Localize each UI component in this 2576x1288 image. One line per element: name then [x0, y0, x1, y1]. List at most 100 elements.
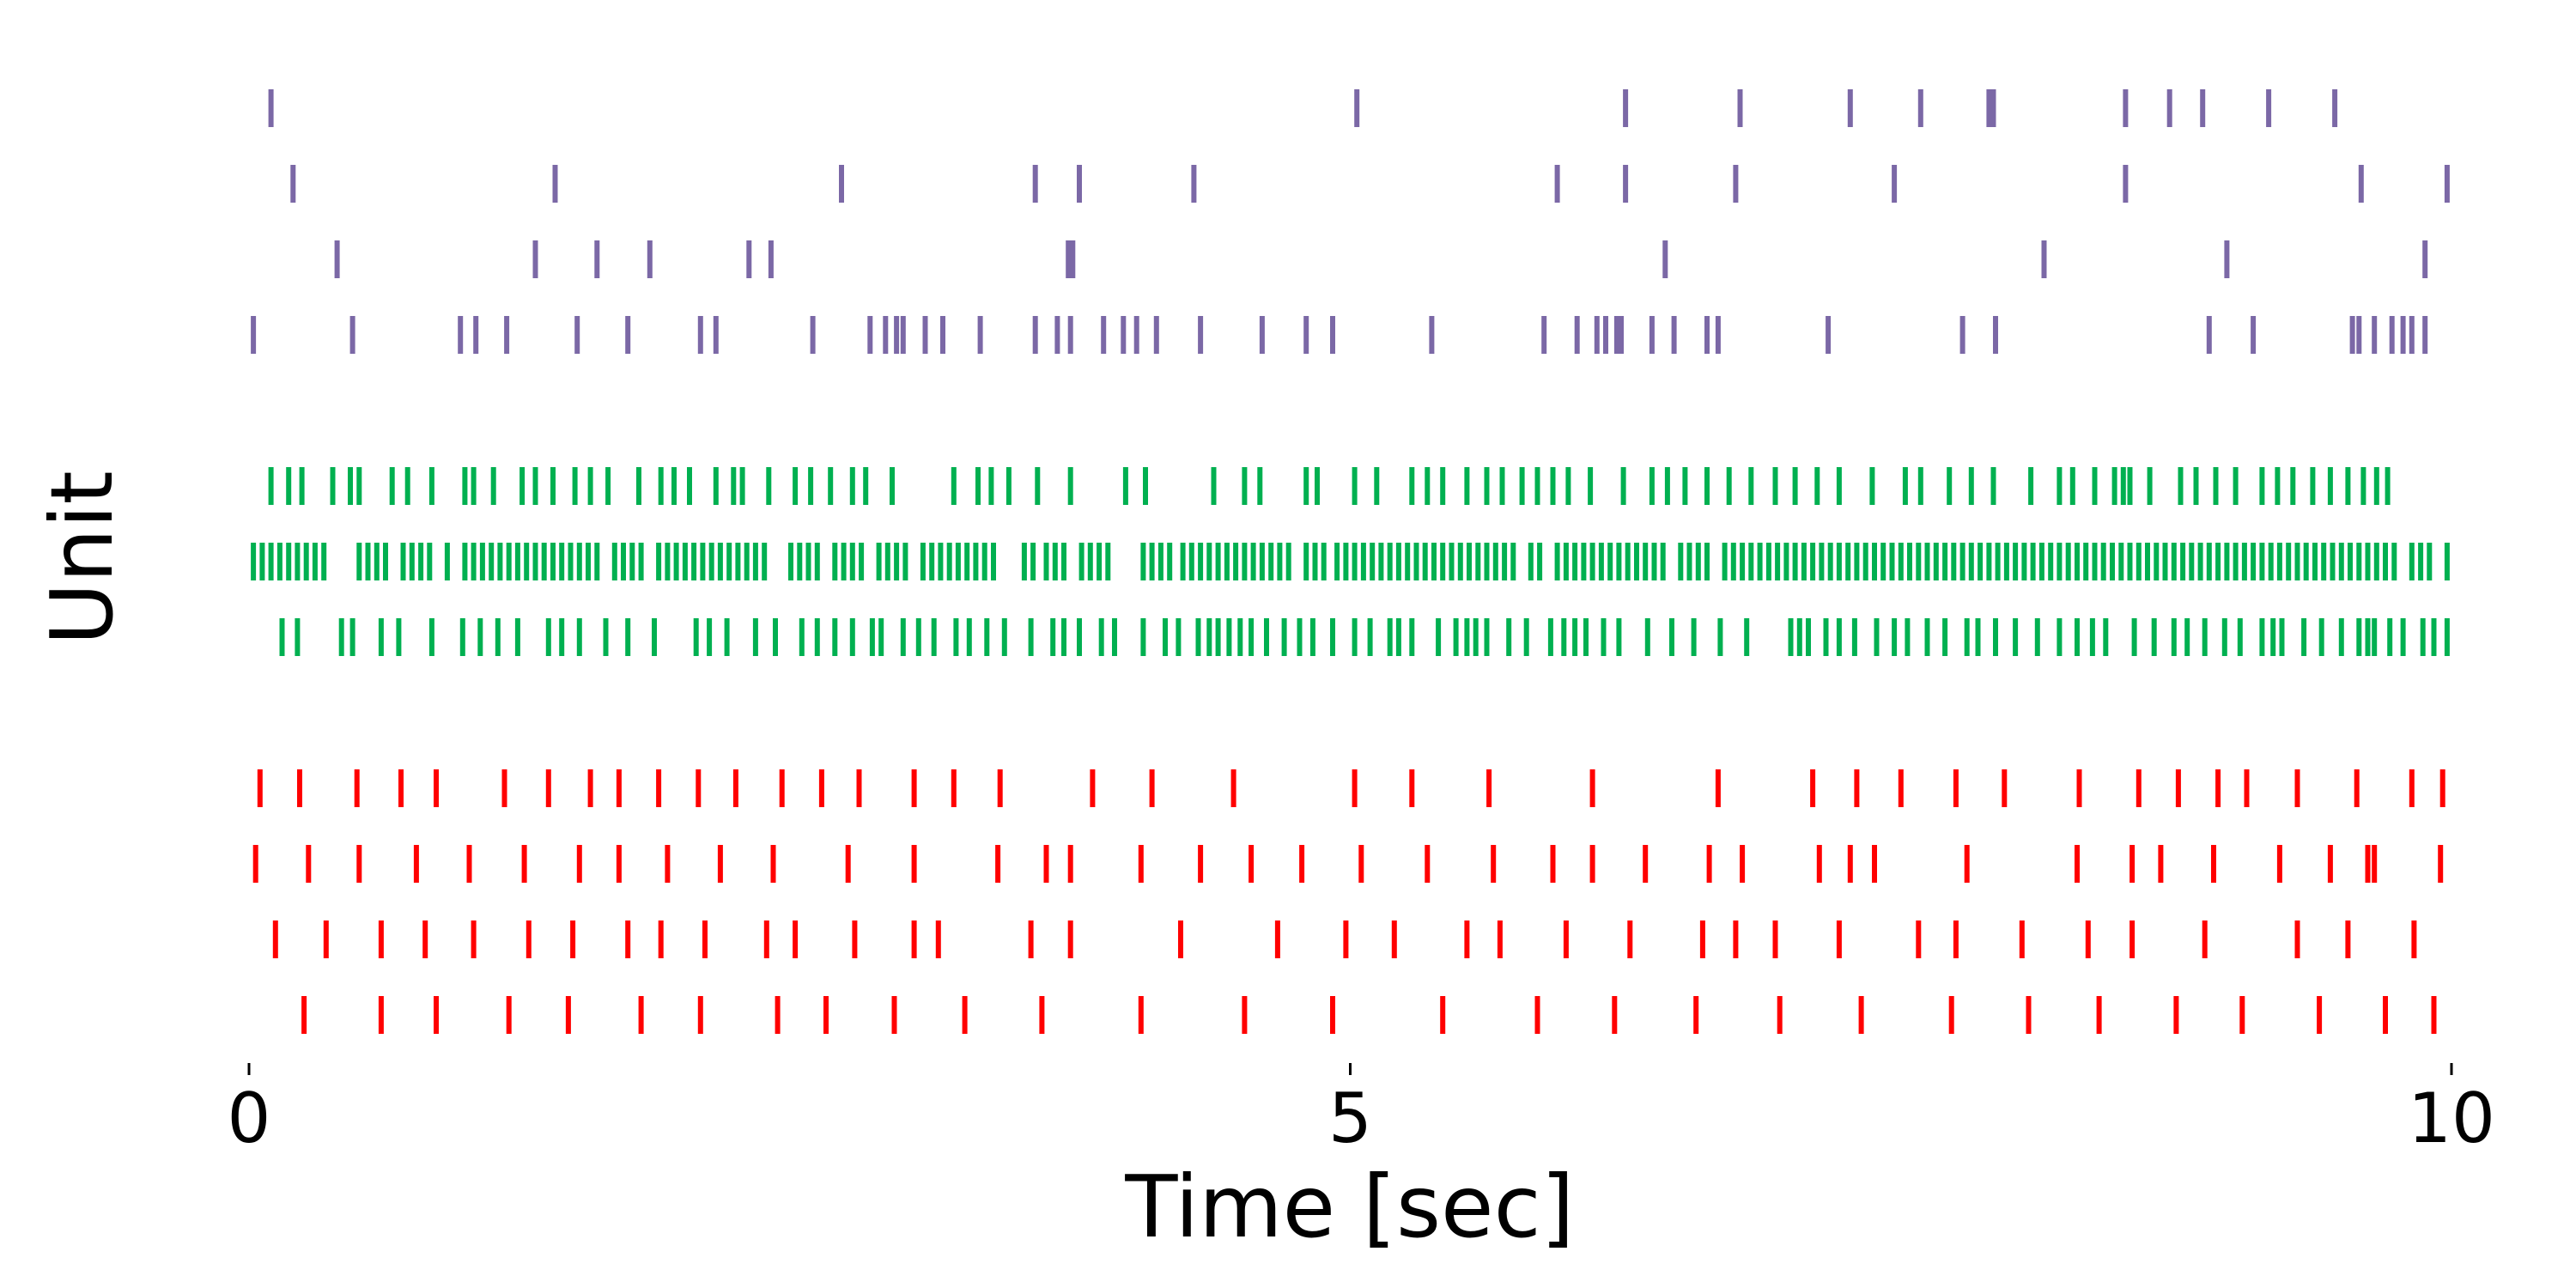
- spike-mark: [1869, 467, 1875, 505]
- spike-mark: [915, 618, 921, 656]
- spike-mark: [2348, 543, 2353, 580]
- spike-mark: [2244, 769, 2250, 807]
- spike-mark: [1066, 240, 1072, 278]
- spike-mark: [625, 316, 631, 354]
- spike-mark: [876, 543, 882, 580]
- spike-mark: [2431, 618, 2437, 656]
- spike-mark: [1409, 618, 1415, 656]
- spike-mark: [1554, 543, 1560, 580]
- spike-mark: [279, 618, 285, 656]
- spike-mark: [1005, 467, 1012, 505]
- spike-mark: [708, 543, 714, 580]
- spike-mark: [2356, 618, 2362, 656]
- spike-mark: [621, 543, 626, 580]
- spike-mark: [1039, 996, 1045, 1034]
- spike-mark: [2118, 543, 2124, 580]
- spike-mark: [1537, 543, 1543, 580]
- spike-mark: [2069, 467, 2075, 505]
- spike-mark: [1854, 769, 1860, 807]
- spike-mark: [1191, 165, 1197, 203]
- spike-mark: [2075, 845, 2080, 883]
- spike-mark: [2100, 543, 2106, 580]
- x-tick-label: 10: [2408, 1078, 2495, 1158]
- spike-mark: [1133, 316, 1139, 354]
- spike-mark: [2431, 996, 2437, 1034]
- spike-mark: [1528, 543, 1534, 580]
- spike-mark: [1061, 543, 1066, 580]
- spike-mark: [559, 618, 565, 656]
- spike-mark: [422, 920, 428, 958]
- spike-mark: [1827, 543, 1833, 580]
- spike-mark: [1669, 618, 1674, 656]
- spike-mark: [2318, 618, 2324, 656]
- spike-mark: [2345, 467, 2351, 505]
- spike-mark: [2358, 165, 2364, 203]
- spike-mark: [977, 316, 983, 354]
- spike-mark: [594, 240, 600, 278]
- spike-mark: [374, 543, 380, 580]
- spike-mark: [629, 543, 635, 580]
- spike-mark: [1067, 845, 1073, 883]
- spike-mark: [1704, 543, 1710, 580]
- spike-mark: [506, 996, 512, 1034]
- spike-mark: [2251, 316, 2257, 354]
- spike-mark: [814, 543, 820, 580]
- spike-mark: [1806, 618, 1811, 656]
- spike-mark: [687, 467, 692, 505]
- spike-mark: [2215, 543, 2221, 580]
- spike-mark: [2206, 316, 2212, 354]
- spike-mark: [1783, 543, 1789, 580]
- spike-mark: [2317, 996, 2323, 1034]
- spike-mark: [673, 543, 679, 580]
- spike-mark: [1484, 467, 1490, 505]
- spike-mark: [946, 543, 952, 580]
- spike-mark: [859, 543, 865, 580]
- spike-mark: [1541, 316, 1547, 354]
- spike-mark: [473, 316, 479, 354]
- spike-mark: [2259, 467, 2265, 505]
- spike-mark: [951, 467, 957, 505]
- spike-mark: [2057, 467, 2063, 505]
- spike-mark: [900, 316, 906, 354]
- spike-mark: [1671, 316, 1677, 354]
- spike-mark: [611, 543, 617, 580]
- spike-mark: [2312, 543, 2318, 580]
- spike-mark: [852, 920, 858, 958]
- spike-mark: [1391, 920, 1397, 958]
- spike-mark: [1583, 618, 1589, 656]
- spike-mark: [2356, 316, 2362, 354]
- spike-mark: [2013, 618, 2019, 656]
- spike-mark: [1796, 618, 1802, 656]
- spike-mark: [444, 543, 450, 580]
- spike-mark: [1730, 543, 1736, 580]
- spike-mark: [1643, 543, 1649, 580]
- spike-mark: [1589, 845, 1595, 883]
- spike-mark: [268, 89, 274, 127]
- spike-mark: [1464, 920, 1470, 958]
- spike-mark: [1097, 543, 1103, 580]
- spike-mark: [1588, 467, 1594, 505]
- spike-mark: [929, 543, 935, 580]
- spike-mark: [1995, 543, 2001, 580]
- spike-mark: [808, 467, 814, 505]
- spike-mark: [2301, 618, 2307, 656]
- spike-mark: [1180, 543, 1186, 580]
- spike-mark: [1090, 769, 1096, 807]
- spike-mark: [1613, 316, 1619, 354]
- spike-mark: [1352, 467, 1358, 505]
- spike-mark: [2438, 845, 2444, 883]
- spike-mark: [724, 618, 730, 656]
- spike-mark: [1693, 996, 1699, 1034]
- spike-mark: [259, 543, 265, 580]
- spike-mark: [2372, 845, 2378, 883]
- spike-mark: [2354, 769, 2360, 807]
- spike-mark: [1826, 316, 1832, 354]
- spike-mark: [1215, 543, 1221, 580]
- spike-mark: [867, 316, 873, 354]
- spike-mark: [400, 543, 406, 580]
- spike-mark: [495, 618, 501, 656]
- spike-mark: [2048, 543, 2054, 580]
- spike-mark: [1715, 316, 1721, 354]
- spike-mark: [911, 845, 917, 883]
- spike-mark: [286, 467, 292, 505]
